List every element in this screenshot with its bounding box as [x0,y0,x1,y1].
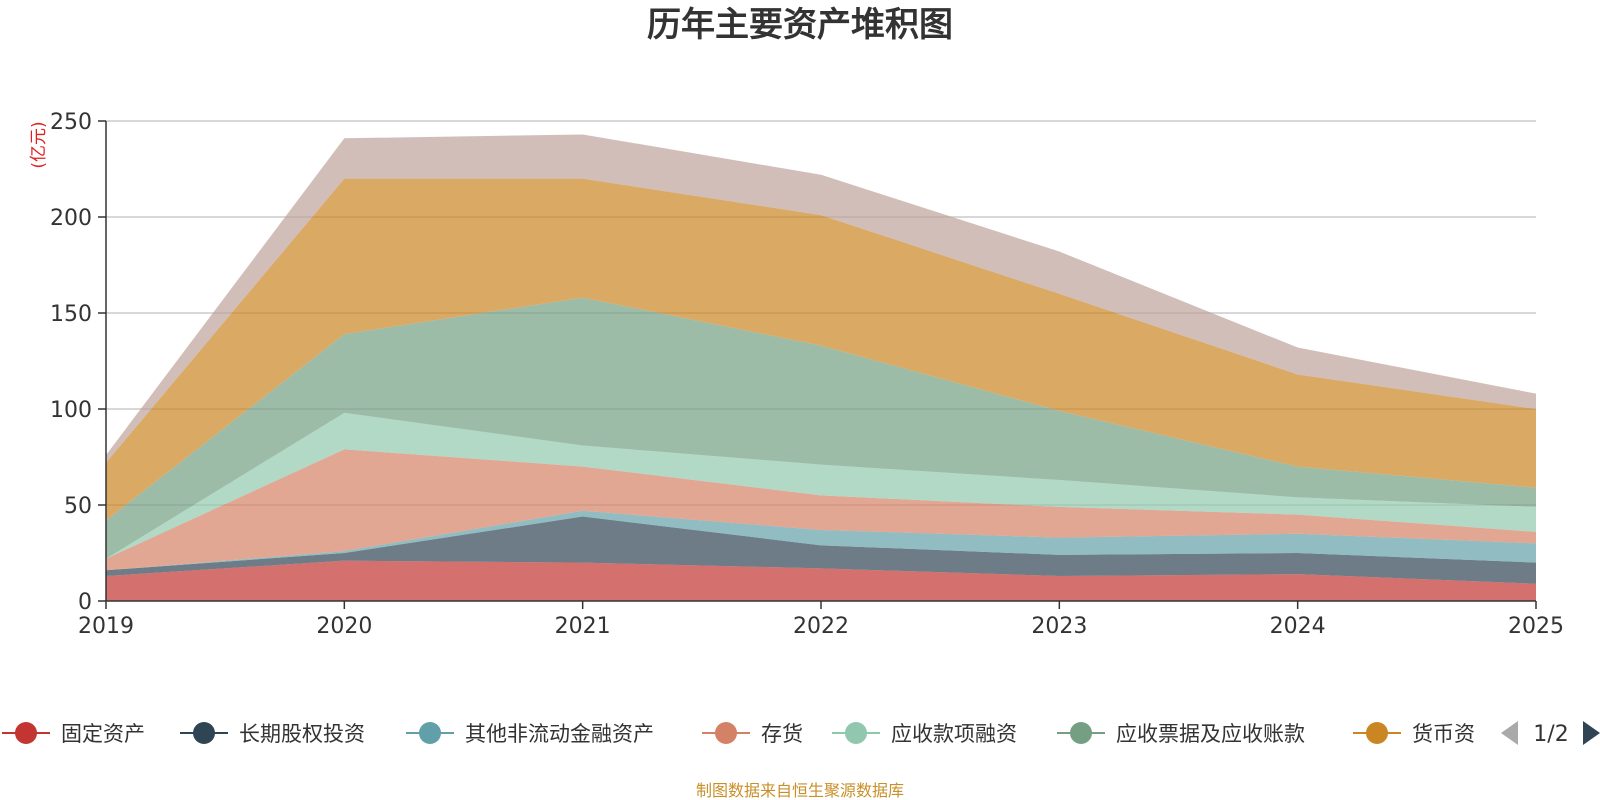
legend-item-0[interactable]: 固定资产 [2,722,145,746]
legend-marker-icon [15,722,37,744]
x-tick-label: 2021 [555,614,611,639]
chart-title: 历年主要资产堆积图 [647,5,953,45]
legend-next-page-icon[interactable] [1583,721,1600,745]
legend-marker-icon [1366,722,1388,744]
area-series-7 [106,134,1536,463]
y-tick-label: 200 [50,206,92,231]
y-axis-unit-label: (亿元) [29,121,49,168]
legend-item-6[interactable]: 货币资 [1353,722,1475,746]
legend-pager: 1/2 [1501,721,1600,747]
y-tick-label: 150 [50,302,92,327]
area-series-1 [106,516,1536,584]
x-tick-label: 2020 [316,614,372,639]
legend-marker-icon [193,722,215,744]
source-note: 制图数据来自恒生聚源数据库 [696,781,904,800]
legend-prev-page-icon[interactable] [1501,721,1518,745]
x-tick-label: 2023 [1031,614,1087,639]
legend-label: 应收款项融资 [891,722,1017,746]
area-series-6 [106,178,1536,521]
area-series-group [106,134,1536,601]
legend-item-2[interactable]: 其他非流动金融资产 [406,722,654,746]
area-series-0 [106,560,1536,601]
area-series-2 [106,510,1536,571]
legend-item-3[interactable]: 存货 [702,722,803,746]
legend-label: 长期股权投资 [239,722,365,746]
x-tick-label: 2024 [1270,614,1326,639]
legend-marker-icon [419,722,441,744]
y-tick-label: 100 [50,398,92,423]
y-tick-label: 50 [64,494,92,519]
legend-marker-icon [1070,722,1092,744]
legend-page-indicator: 1/2 [1533,722,1568,747]
legend-label: 固定资产 [61,722,145,746]
axes: 0 50 100 150 200 250 2019 2020 2021 2022 2023 2024 2… [50,110,1564,639]
x-tick-label: 2022 [793,614,849,639]
area-series-4 [106,412,1536,559]
area-series-5 [106,297,1536,559]
y-tick-label: 250 [50,110,92,135]
legend-item-5[interactable]: 应收票据及应收账款 [1057,722,1305,746]
legend-item-4[interactable]: 应收款项融资 [832,722,1017,746]
x-tick-label: 2019 [78,614,134,639]
legend-label: 应收票据及应收账款 [1116,722,1305,746]
legend-marker-icon [715,722,737,744]
legend-label: 其他非流动金融资产 [465,722,654,746]
area-series-3 [106,449,1536,571]
legend: 固定资产 长期股权投资 其他非流动金融资产 存货 应收款项融资 应收票据及应收账款 货币资 [2,722,1475,746]
legend-item-1[interactable]: 长期股权投资 [180,722,365,746]
x-tick-label: 2025 [1508,614,1564,639]
legend-marker-icon [845,722,867,744]
legend-label: 货币资 [1412,722,1475,746]
y-tick-label: 0 [78,590,92,615]
legend-label: 存货 [761,722,803,746]
